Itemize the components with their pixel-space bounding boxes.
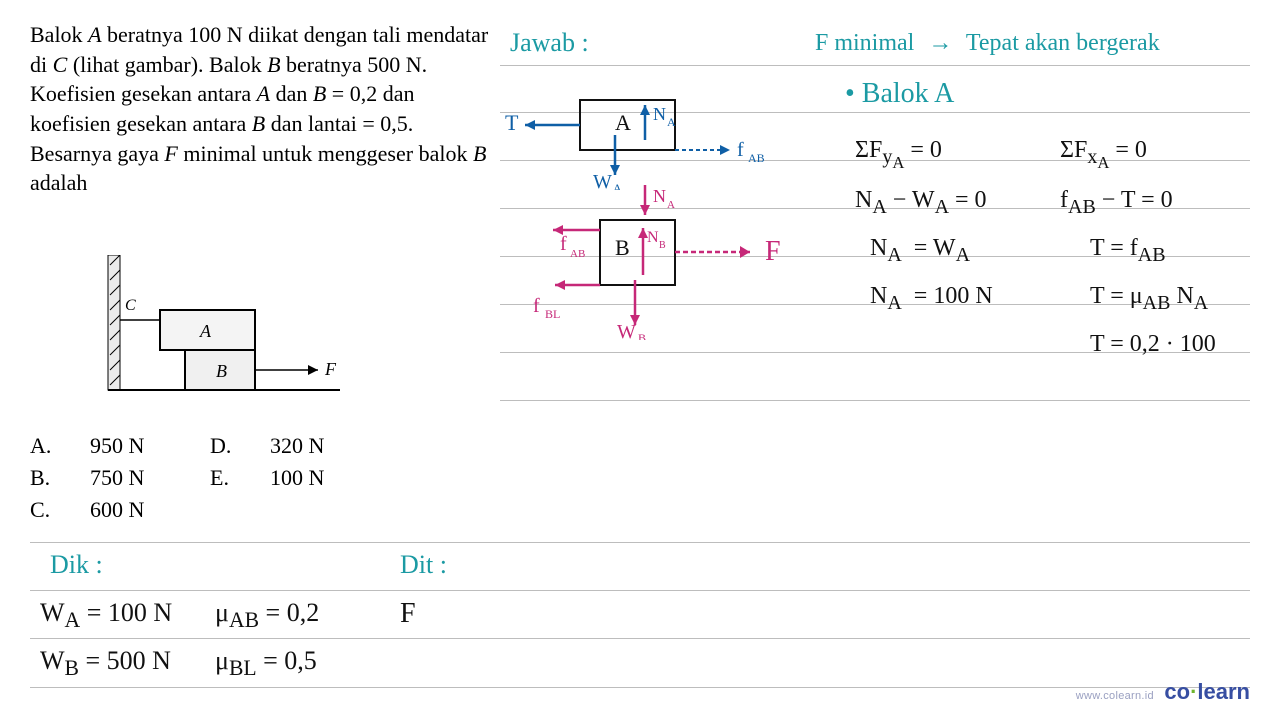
hw-jawab: Jawab : [510,28,589,58]
hw-equations-left: ΣFyA = 0 NA − WA = 0 NA = WA NA = 100 N [855,128,993,322]
svg-text:N: N [653,186,666,206]
hw-dit-F: F [400,598,416,630]
hw-dit: Dit : [400,550,447,580]
svg-text:A: A [667,199,675,211]
option-B-letter: B. [30,462,90,494]
eq-r4: T = μAB NA [1090,274,1216,322]
hw-muAB: μAB = 0,2 [215,598,319,633]
option-A-value: 950 N [90,430,210,462]
eq-l2: NA − WA = 0 [855,178,993,226]
svg-text:B: B [615,235,630,260]
option-D-value: 320 N [270,430,390,462]
eq-r3: T = fAB [1090,226,1216,274]
fbd-A: A T N A W A f AB [505,80,785,190]
hw-equations-right: ΣFxA = 0 fAB − T = 0 T = fAB T = μAB NA … [1060,128,1216,367]
option-A-letter: A. [30,430,90,462]
answer-options: A. 950 N D. 320 N B. 750 N E. 100 N C. 6… [30,430,390,526]
fig-label-F: F [324,359,337,379]
svg-text:BL: BL [545,307,560,321]
option-D-letter: D. [210,430,270,462]
hw-WB: WB = 500 N [40,646,171,681]
eq-r2: fAB − T = 0 [1060,178,1216,226]
svg-text:AB: AB [748,151,765,165]
svg-text:A: A [615,110,631,135]
svg-text:A: A [667,115,676,129]
option-C-value: 600 N [90,494,210,526]
fbd-B: B N A f AB N B F W B [505,180,805,340]
fig-label-A: A [199,321,212,341]
hw-muBL: μBL = 0,5 [215,646,317,681]
hw-fminimal: F minimal → Tepat akan bergerak [815,30,1160,57]
svg-text:B: B [638,331,646,340]
eq-r1: ΣFxA = 0 [1060,128,1216,178]
eq-l4: NA = 100 N [870,274,993,322]
svg-text:f: f [560,233,567,255]
svg-text:W: W [617,321,636,340]
hw-WA: WA = 100 N [40,598,172,633]
footer-url: www.colearn.id [1076,690,1154,702]
svg-text:B: B [659,240,666,251]
option-E-value: 100 N [270,462,390,494]
svg-text:f: f [533,295,540,317]
footer: www.colearn.id co·learn [1076,679,1250,705]
question-figure: B A C F [100,255,350,415]
fig-label-C: C [125,297,136,314]
option-E-letter: E. [210,462,270,494]
svg-text:f: f [737,139,744,161]
svg-text:AB: AB [570,248,585,260]
eq-l3: NA = WA [870,226,993,274]
eq-l1: ΣFyA = 0 [855,128,993,178]
fig-label-B: B [216,361,227,381]
svg-text:N: N [647,229,659,246]
hw-dik: Dik : [50,550,103,580]
svg-text:N: N [653,104,666,124]
option-C-letter: C. [30,494,90,526]
option-B-value: 750 N [90,462,210,494]
svg-text:T: T [505,110,519,135]
footer-brand: co·learn [1164,679,1250,704]
question-text: Balok A beratnya 100 N diikat dengan tal… [30,20,500,198]
page: Balok A beratnya 100 N diikat dengan tal… [0,0,1280,720]
eq-r5: T = 0,2 · 100 [1090,322,1216,368]
svg-text:F: F [765,236,781,267]
hw-balokA-header: • Balok A [845,78,954,110]
